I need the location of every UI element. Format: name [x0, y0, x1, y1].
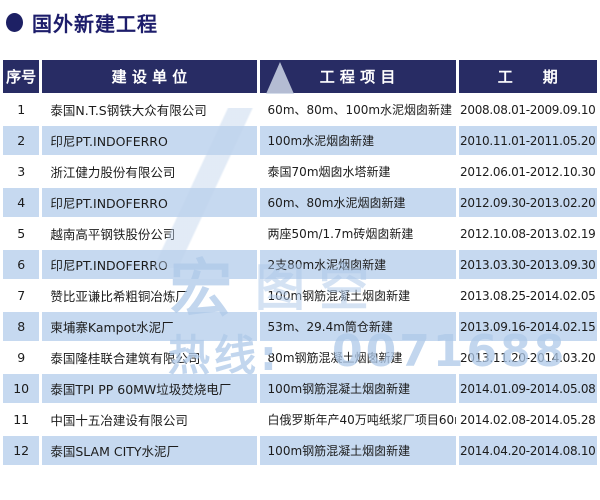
cell-project: 80m钢筋混凝土烟囱新建 [259, 343, 456, 372]
cell-no: 2 [3, 126, 40, 155]
cell-no: 6 [3, 250, 40, 279]
table-row: 5 越南高平钢铁股份公司 两座50m/1.7m砖烟囱新建 2012.10.08-… [3, 219, 597, 248]
table-row: 8 柬埔寨Kampot水泥厂 53m、29.4m筒仓新建 2013.09.16-… [3, 312, 597, 341]
cell-period: 2012.10.08-2013.02.19 [458, 219, 597, 248]
projects-table: 序号 建 设 单 位 工 程 项 目 工 期 1 泰国N.T.S钢铁大众有限公司… [0, 58, 600, 467]
cell-company: 柬埔寨Kampot水泥厂 [42, 312, 257, 341]
cell-project: 60m、80m、100m水泥烟囱新建 [259, 95, 456, 124]
cell-no: 3 [3, 157, 40, 186]
table-row: 4 印尼PT.INDOFERRO 60m、80m水泥烟囱新建 2012.09.3… [3, 188, 597, 217]
table-row: 12 泰国SLAM CITY水泥厂 100m钢筋混凝土烟囱新建 2014.04.… [3, 436, 597, 465]
cell-company: 浙江健力股份有限公司 [42, 157, 257, 186]
cell-period: 2013.03.30-2013.09.30 [458, 250, 597, 279]
bullet-circle-icon [6, 13, 23, 32]
cell-no: 7 [3, 281, 40, 310]
header-project: 工 程 项 目 [259, 60, 456, 93]
table-row: 11 中国十五冶建设有限公司 白俄罗斯年产40万吨纸浆厂项目60m烟囱新建 20… [3, 405, 597, 434]
cell-project: 白俄罗斯年产40万吨纸浆厂项目60m烟囱新建 [259, 405, 456, 434]
cell-no: 4 [3, 188, 40, 217]
cell-company: 印尼PT.INDOFERRO [42, 126, 257, 155]
cell-company: 印尼PT.INDOFERRO [42, 188, 257, 217]
section-title-bar: 国外新建工程 [0, 0, 600, 36]
cell-company: 中国十五冶建设有限公司 [42, 405, 257, 434]
cell-project: 100m钢筋混凝土烟囱新建 [259, 436, 456, 465]
table-row: 9 泰国隆桂联合建筑有限公司 80m钢筋混凝土烟囱新建 2013.11.20-2… [3, 343, 597, 372]
table-row: 3 浙江健力股份有限公司 泰国70m烟囱水塔新建 2012.06.01-2012… [3, 157, 597, 186]
cell-project: 53m、29.4m筒仓新建 [259, 312, 456, 341]
cell-no: 12 [3, 436, 40, 465]
table-header-row: 序号 建 设 单 位 工 程 项 目 工 期 [3, 60, 597, 93]
header-period: 工 期 [458, 60, 597, 93]
cell-project: 2支80m水泥烟囱新建 [259, 250, 456, 279]
cell-company: 越南高平钢铁股份公司 [42, 219, 257, 248]
header-no: 序号 [3, 60, 40, 93]
header-company: 建 设 单 位 [42, 60, 257, 93]
cell-company: 赞比亚谦比希粗铜冶炼厂 [42, 281, 257, 310]
cell-period: 2014.02.08-2014.05.28 [458, 405, 597, 434]
cell-period: 2012.06.01-2012.10.30 [458, 157, 597, 186]
table-row: 2 印尼PT.INDOFERRO 100m水泥烟囱新建 2010.11.01-2… [3, 126, 597, 155]
table-row: 10 泰国TPI PP 60MW垃圾焚烧电厂 100m钢筋混凝土烟囱新建 201… [3, 374, 597, 403]
cell-project: 100m钢筋混凝土烟囱新建 [259, 281, 456, 310]
cell-no: 1 [3, 95, 40, 124]
cell-no: 9 [3, 343, 40, 372]
cell-company: 印尼PT.INDOFERRO [42, 250, 257, 279]
cell-company: 泰国N.T.S钢铁大众有限公司 [42, 95, 257, 124]
table-row: 6 印尼PT.INDOFERRO 2支80m水泥烟囱新建 2013.03.30-… [3, 250, 597, 279]
page-title: 国外新建工程 [32, 12, 158, 36]
cell-period: 2012.09.30-2013.02.20 [458, 188, 597, 217]
cell-project: 100m水泥烟囱新建 [259, 126, 456, 155]
cell-no: 8 [3, 312, 40, 341]
cell-company: 泰国TPI PP 60MW垃圾焚烧电厂 [42, 374, 257, 403]
table-row: 1 泰国N.T.S钢铁大众有限公司 60m、80m、100m水泥烟囱新建 200… [3, 95, 597, 124]
cell-project: 100m钢筋混凝土烟囱新建 [259, 374, 456, 403]
cell-period: 2014.04.20-2014.08.10 [458, 436, 597, 465]
cell-period: 2008.08.01-2009.09.10 [458, 95, 597, 124]
cell-no: 10 [3, 374, 40, 403]
cell-company: 泰国SLAM CITY水泥厂 [42, 436, 257, 465]
cell-project: 两座50m/1.7m砖烟囱新建 [259, 219, 456, 248]
cell-period: 2013.08.25-2014.02.05 [458, 281, 597, 310]
cell-period: 2010.11.01-2011.05.20 [458, 126, 597, 155]
cell-no: 11 [3, 405, 40, 434]
cell-company: 泰国隆桂联合建筑有限公司 [42, 343, 257, 372]
cell-period: 2013.11.20-2014.03.20 [458, 343, 597, 372]
table-row: 7 赞比亚谦比希粗铜冶炼厂 100m钢筋混凝土烟囱新建 2013.08.25-2… [3, 281, 597, 310]
cell-project: 泰国70m烟囱水塔新建 [259, 157, 456, 186]
cell-period: 2013.09.16-2014.02.15 [458, 312, 597, 341]
cell-no: 5 [3, 219, 40, 248]
cell-project: 60m、80m水泥烟囱新建 [259, 188, 456, 217]
cell-period: 2014.01.09-2014.05.08 [458, 374, 597, 403]
